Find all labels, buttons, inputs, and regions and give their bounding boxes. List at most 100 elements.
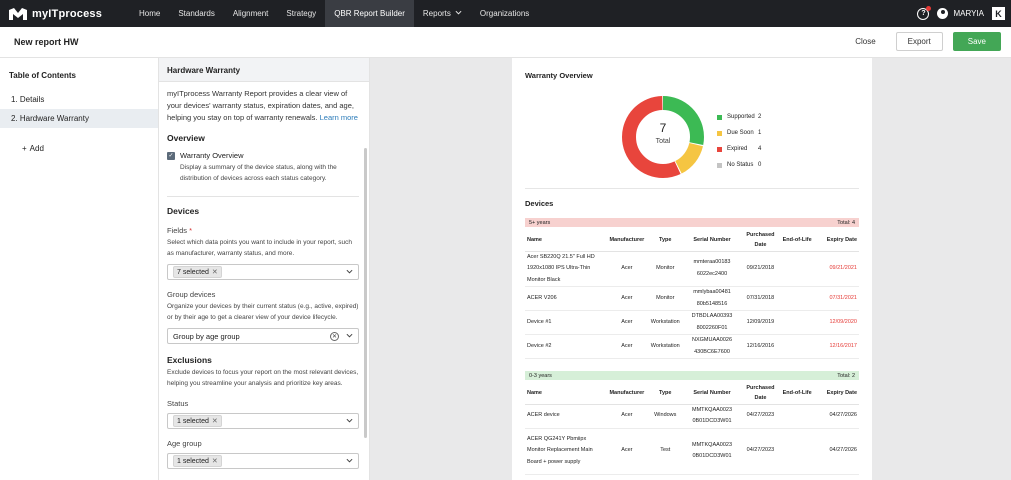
scrollbar[interactable]: [364, 148, 367, 438]
export-button[interactable]: Export: [895, 32, 943, 51]
settings-title: Hardware Warranty: [159, 58, 369, 82]
nav-item-standards[interactable]: Standards: [169, 0, 223, 27]
nav-item-label: Standards: [178, 9, 215, 18]
close-button[interactable]: Close: [855, 37, 876, 46]
kaseya-logo-icon[interactable]: K: [992, 7, 1005, 20]
exclusions-help: Exclude devices to focus your report on …: [167, 369, 359, 387]
cell-expiry: 04/27/2026: [815, 404, 859, 429]
overview-section-title: Overview: [167, 133, 205, 143]
selected-chip: 1 selected ✕: [173, 415, 222, 427]
cell-purchased: 04/27/2023: [742, 404, 779, 429]
clear-icon[interactable]: ✕: [330, 332, 339, 341]
chip-label: 7 selected: [177, 268, 209, 276]
cell-manufacturer: Acer: [605, 310, 649, 335]
chip-remove-icon[interactable]: ✕: [211, 269, 218, 276]
legend-label: Expired: [727, 146, 748, 152]
legend-swatch: [717, 130, 722, 136]
toc-item-details[interactable]: 1. Details: [0, 90, 158, 109]
devices-table: Name Manufacturer Type Serial Number Purchas…: [525, 229, 859, 359]
help-icon[interactable]: ?: [917, 5, 932, 20]
column-header: Serial Number: [681, 382, 743, 405]
group-label: 0-3 years: [529, 372, 552, 379]
group-header: 0-3 years Total: 2: [525, 371, 859, 380]
cell-type: Monitor: [648, 286, 682, 311]
toc-item-label: 1. Details: [11, 95, 45, 104]
save-button[interactable]: Save: [952, 32, 1001, 51]
column-header: End-of-Life: [778, 229, 816, 252]
column-header: Serial Number: [681, 229, 743, 252]
warranty-overview-checkbox-row[interactable]: ✓ Warranty Overview: [167, 151, 359, 160]
cell-eol: [778, 334, 816, 359]
column-header: Purchased Date: [742, 229, 779, 252]
fields-label-text: Fields: [167, 226, 188, 235]
selected-chip: 7 selected ✕: [173, 266, 222, 278]
brand-name: myITprocess: [32, 7, 103, 20]
user-menu[interactable]: MARYIA: [937, 8, 984, 19]
legend-label: No Status: [727, 162, 754, 168]
cell-eol: [778, 310, 816, 335]
cell-expiry: 12/16/2017: [815, 334, 859, 359]
cell-name: ACER device: [525, 404, 606, 429]
chart-legend: Supported 2 Due Soon 1 Expired 4 No Status 0: [717, 109, 761, 173]
legend-item: Due Soon 1: [717, 125, 761, 141]
column-header: Name: [525, 229, 606, 252]
legend-count: 0: [758, 162, 762, 168]
chip-label: 1 selected: [177, 457, 209, 465]
top-navbar: myITprocess Home Standards Alignment Strate…: [0, 0, 1011, 27]
nav-item-organizations[interactable]: Organizations: [471, 0, 538, 27]
legend-label: Supported: [727, 114, 755, 120]
cell-serial: mmlybaa00481 80b5148516: [681, 286, 743, 311]
legend-swatch: [717, 114, 722, 120]
fields-select[interactable]: 7 selected ✕: [167, 264, 359, 280]
toc-item-hardware-warranty[interactable]: 2. Hardware Warranty: [0, 109, 158, 128]
cell-eol: [778, 251, 816, 287]
checkbox-checked-icon[interactable]: ✓: [167, 151, 175, 160]
cell-manufacturer: Acer: [605, 428, 649, 475]
group-label: 5+ years: [529, 219, 551, 226]
table-of-contents: Table of Contents 1. Details 2. Hardware…: [0, 58, 159, 480]
legend-count: 1: [758, 130, 762, 136]
learn-more-link[interactable]: Learn more: [319, 113, 358, 122]
legend-item: Supported 2: [717, 109, 761, 125]
intro-text: myITprocess Warranty Report provides a c…: [167, 88, 359, 124]
plus-icon: +: [22, 144, 27, 153]
nav-item-qbr-report-builder[interactable]: QBR Report Builder: [325, 0, 414, 27]
chevron-down-icon: [346, 333, 353, 338]
user-avatar-icon: [937, 8, 949, 19]
chevron-down-icon: [455, 9, 462, 18]
donut-total-label: Total: [655, 138, 671, 145]
legend-label: Due Soon: [727, 130, 754, 136]
help-icon-glyph: ?: [921, 10, 926, 17]
nav-item-reports[interactable]: Reports: [414, 0, 471, 27]
cell-serial: DTBDLAA00393 8002260F01: [681, 310, 743, 335]
column-header: End-of-Life: [778, 382, 816, 405]
cell-eol: [778, 286, 816, 311]
donut-slice-supported: [622, 96, 704, 178]
warranty-overview-title: Warranty Overview: [525, 71, 593, 80]
table-row: Acer SB220Q 21.5" Full HD 1920x1080 IPS …: [525, 251, 859, 287]
group-total: Total: 2: [837, 372, 855, 379]
donut-slice-expired: [622, 96, 704, 178]
cell-purchased: 07/31/2018: [742, 286, 779, 311]
devices-title: Devices: [525, 199, 554, 208]
warranty-donut-chart: 7 Total: [620, 94, 706, 180]
nav-item-strategy[interactable]: Strategy: [277, 0, 325, 27]
nav-item-label: Strategy: [286, 9, 317, 18]
logo-icon: [9, 7, 27, 20]
age-group-select[interactable]: 1 selected ✕: [167, 453, 359, 469]
table-row: Device #1 Acer Workstation DTBDLAA00393 800…: [525, 310, 859, 335]
page-title: New report HW: [14, 37, 79, 47]
chip-remove-icon[interactable]: ✕: [211, 418, 218, 425]
group-devices-select[interactable]: Group by age group ✕: [167, 328, 359, 344]
cell-type: Workstation: [648, 334, 682, 359]
nav-item-alignment[interactable]: Alignment: [224, 0, 278, 27]
column-header: Purchased Date: [742, 382, 779, 405]
add-section-button[interactable]: + Add: [0, 144, 158, 153]
nav-item-label: Home: [139, 9, 161, 18]
brand-mark-text: K: [995, 8, 1002, 19]
chevron-down-icon: [346, 418, 353, 423]
logo[interactable]: myITprocess: [0, 7, 130, 21]
status-select[interactable]: 1 selected ✕: [167, 413, 359, 429]
chip-remove-icon[interactable]: ✕: [211, 458, 218, 465]
nav-item-home[interactable]: Home: [130, 0, 169, 27]
